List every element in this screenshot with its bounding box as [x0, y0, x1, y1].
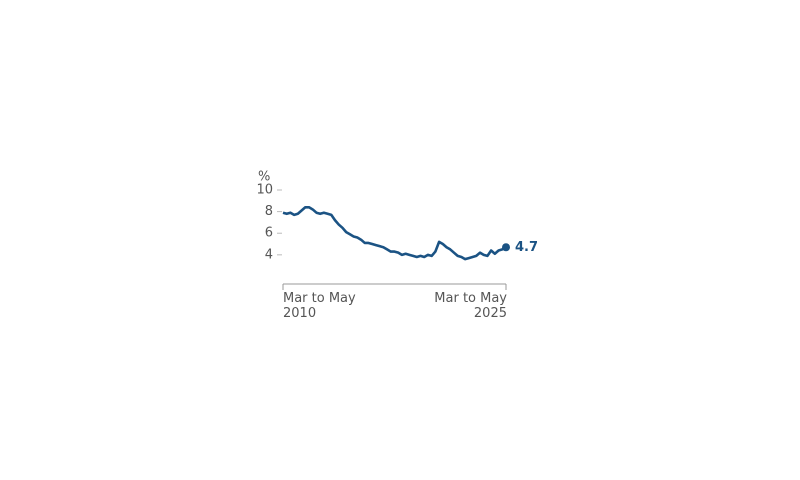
y-tick-label: 8: [265, 204, 273, 219]
x-tick-label: Mar to May 2010: [283, 291, 356, 321]
y-tick-label: 10: [256, 183, 273, 198]
value-label: 4.7: [515, 240, 538, 255]
x-tick-label: Mar to May 2025: [434, 291, 507, 321]
end-marker: [502, 243, 510, 252]
data-line: [282, 205, 507, 261]
y-tick-label: 6: [265, 226, 273, 241]
y-unit: %: [258, 170, 270, 185]
y-tick-label: 4: [265, 247, 273, 262]
